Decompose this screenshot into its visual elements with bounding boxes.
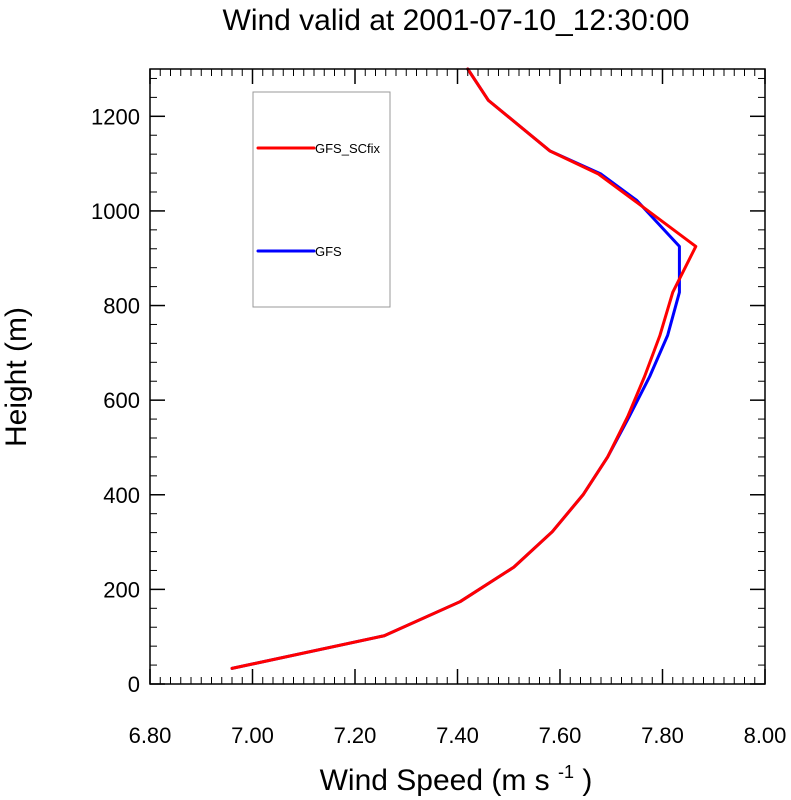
x-tick-label: 7.80 xyxy=(641,723,684,748)
legend-label-gfs-scfix: GFS_SCfix xyxy=(315,141,381,156)
y-tick-label: 600 xyxy=(103,388,140,413)
x-tick-label: 6.80 xyxy=(129,723,172,748)
legend-box xyxy=(252,91,391,308)
plot-layer xyxy=(230,67,698,670)
y-axis-title: Height (m) xyxy=(0,307,33,447)
y-tick-label: 1000 xyxy=(91,199,140,224)
x-axis-title-superscript: -1 xyxy=(558,762,574,782)
y-tick-label: 400 xyxy=(103,483,140,508)
legend-label-gfs: GFS xyxy=(315,244,342,259)
x-tick-label: 8.00 xyxy=(744,723,787,748)
x-axis-title-main: Wind Speed (m s xyxy=(320,764,550,797)
plot-frame xyxy=(149,68,766,685)
x-axis-title-suffix: ) xyxy=(582,764,592,797)
x-tick-label: 7.60 xyxy=(539,723,582,748)
y-tick-label: 200 xyxy=(103,577,140,602)
x-tick-label: 7.40 xyxy=(436,723,479,748)
x-tick-label: 7.00 xyxy=(231,723,274,748)
x-axis-title: Wind Speed (m s -1 ) xyxy=(320,752,593,797)
axes-layer: 6.80 7.00 7.20 7.40 7.60 7.80 8.00 0 200 400 600 80… xyxy=(91,68,787,748)
series-line-gfs xyxy=(230,67,681,670)
chart-title: Wind valid at 2001-07-10_12:30:00 xyxy=(223,4,690,37)
x-tick-label: 7.20 xyxy=(334,723,377,748)
series-line-gfs-scfix xyxy=(230,67,698,670)
y-tick-label: 1200 xyxy=(91,104,140,129)
legend: GFS_SCfix GFS xyxy=(252,91,391,308)
y-tick-label: 0 xyxy=(128,672,140,697)
y-tick-label: 800 xyxy=(103,294,140,319)
